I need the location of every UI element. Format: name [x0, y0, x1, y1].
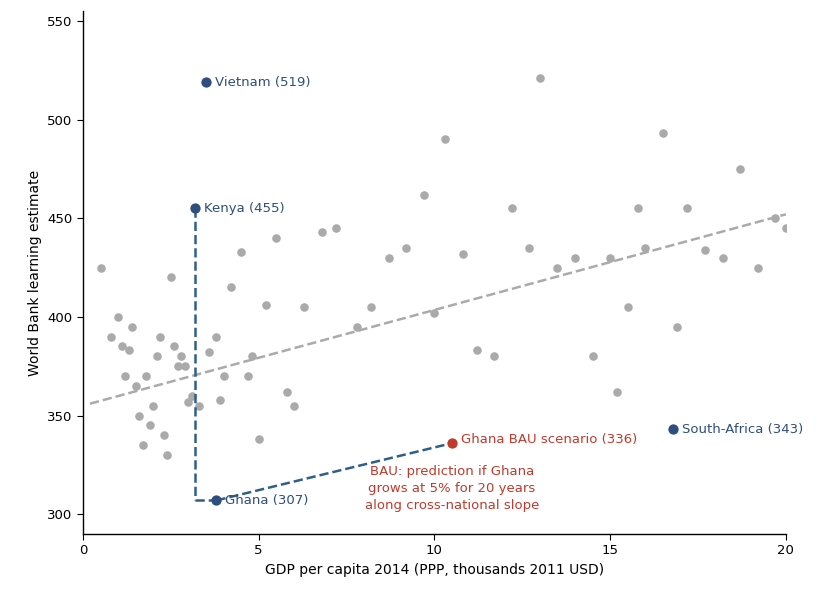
- Point: [586, 352, 599, 361]
- Text: Ghana BAU scenario (336): Ghana BAU scenario (336): [461, 433, 637, 446]
- Point: [621, 302, 634, 312]
- Point: [129, 381, 143, 391]
- Point: [189, 203, 202, 213]
- Point: [122, 346, 135, 355]
- Point: [178, 361, 191, 371]
- Point: [245, 352, 258, 361]
- Point: [168, 341, 181, 351]
- Point: [171, 361, 185, 371]
- Point: [94, 263, 107, 272]
- Point: [164, 272, 177, 282]
- Point: [147, 401, 160, 410]
- Point: [751, 263, 765, 272]
- Point: [445, 439, 458, 448]
- Point: [105, 332, 118, 341]
- Point: [119, 371, 132, 381]
- Point: [632, 203, 645, 213]
- Point: [400, 243, 413, 253]
- Point: [157, 430, 171, 440]
- Point: [438, 134, 452, 144]
- Point: [115, 341, 129, 351]
- Point: [699, 245, 712, 254]
- Point: [217, 371, 230, 381]
- Point: [133, 411, 146, 421]
- Point: [550, 263, 564, 272]
- Point: [733, 164, 747, 174]
- Point: [670, 322, 683, 332]
- Point: [224, 283, 237, 292]
- Point: [364, 302, 377, 312]
- Text: BAU: prediction if Ghana
grows at 5% for 20 years
along cross-national slope: BAU: prediction if Ghana grows at 5% for…: [365, 465, 539, 512]
- Point: [213, 395, 227, 404]
- Point: [136, 440, 149, 450]
- Point: [125, 322, 138, 332]
- Point: [428, 308, 441, 318]
- Point: [667, 425, 680, 434]
- Point: [611, 387, 624, 397]
- Point: [780, 223, 793, 233]
- Point: [533, 73, 546, 83]
- Text: Ghana (307): Ghana (307): [225, 494, 309, 507]
- Point: [505, 203, 518, 213]
- Point: [639, 243, 652, 253]
- Point: [681, 203, 694, 213]
- Point: [182, 397, 195, 407]
- Point: [656, 128, 669, 138]
- Point: [150, 352, 163, 361]
- X-axis label: GDP per capita 2014 (PPP, thousands 2011 USD): GDP per capita 2014 (PPP, thousands 2011…: [265, 563, 604, 577]
- Point: [522, 243, 536, 253]
- Point: [470, 346, 483, 355]
- Point: [252, 434, 265, 444]
- Point: [280, 387, 293, 397]
- Point: [210, 332, 223, 341]
- Point: [259, 300, 272, 310]
- Point: [488, 352, 501, 361]
- Point: [269, 233, 283, 243]
- Point: [203, 347, 216, 357]
- Point: [235, 247, 248, 257]
- Point: [569, 253, 582, 263]
- Point: [417, 190, 430, 199]
- Point: [139, 371, 152, 381]
- Point: [210, 496, 223, 505]
- Point: [350, 322, 363, 332]
- Point: [185, 391, 199, 401]
- Point: [288, 401, 301, 410]
- Point: [161, 450, 174, 460]
- Point: [382, 253, 396, 263]
- Point: [716, 253, 729, 263]
- Point: [143, 421, 157, 430]
- Point: [769, 214, 782, 223]
- Point: [199, 77, 213, 87]
- Point: [297, 302, 311, 312]
- Point: [603, 253, 616, 263]
- Text: Vietnam (519): Vietnam (519): [215, 76, 310, 89]
- Point: [192, 401, 205, 410]
- Text: Kenya (455): Kenya (455): [204, 202, 285, 215]
- Y-axis label: World Bank learning estimate: World Bank learning estimate: [27, 169, 41, 376]
- Point: [111, 312, 124, 322]
- Text: South-Africa (343): South-Africa (343): [682, 423, 803, 436]
- Point: [153, 332, 166, 341]
- Point: [175, 352, 188, 361]
- Point: [316, 227, 329, 237]
- Point: [456, 249, 469, 259]
- Point: [241, 371, 255, 381]
- Point: [330, 223, 343, 233]
